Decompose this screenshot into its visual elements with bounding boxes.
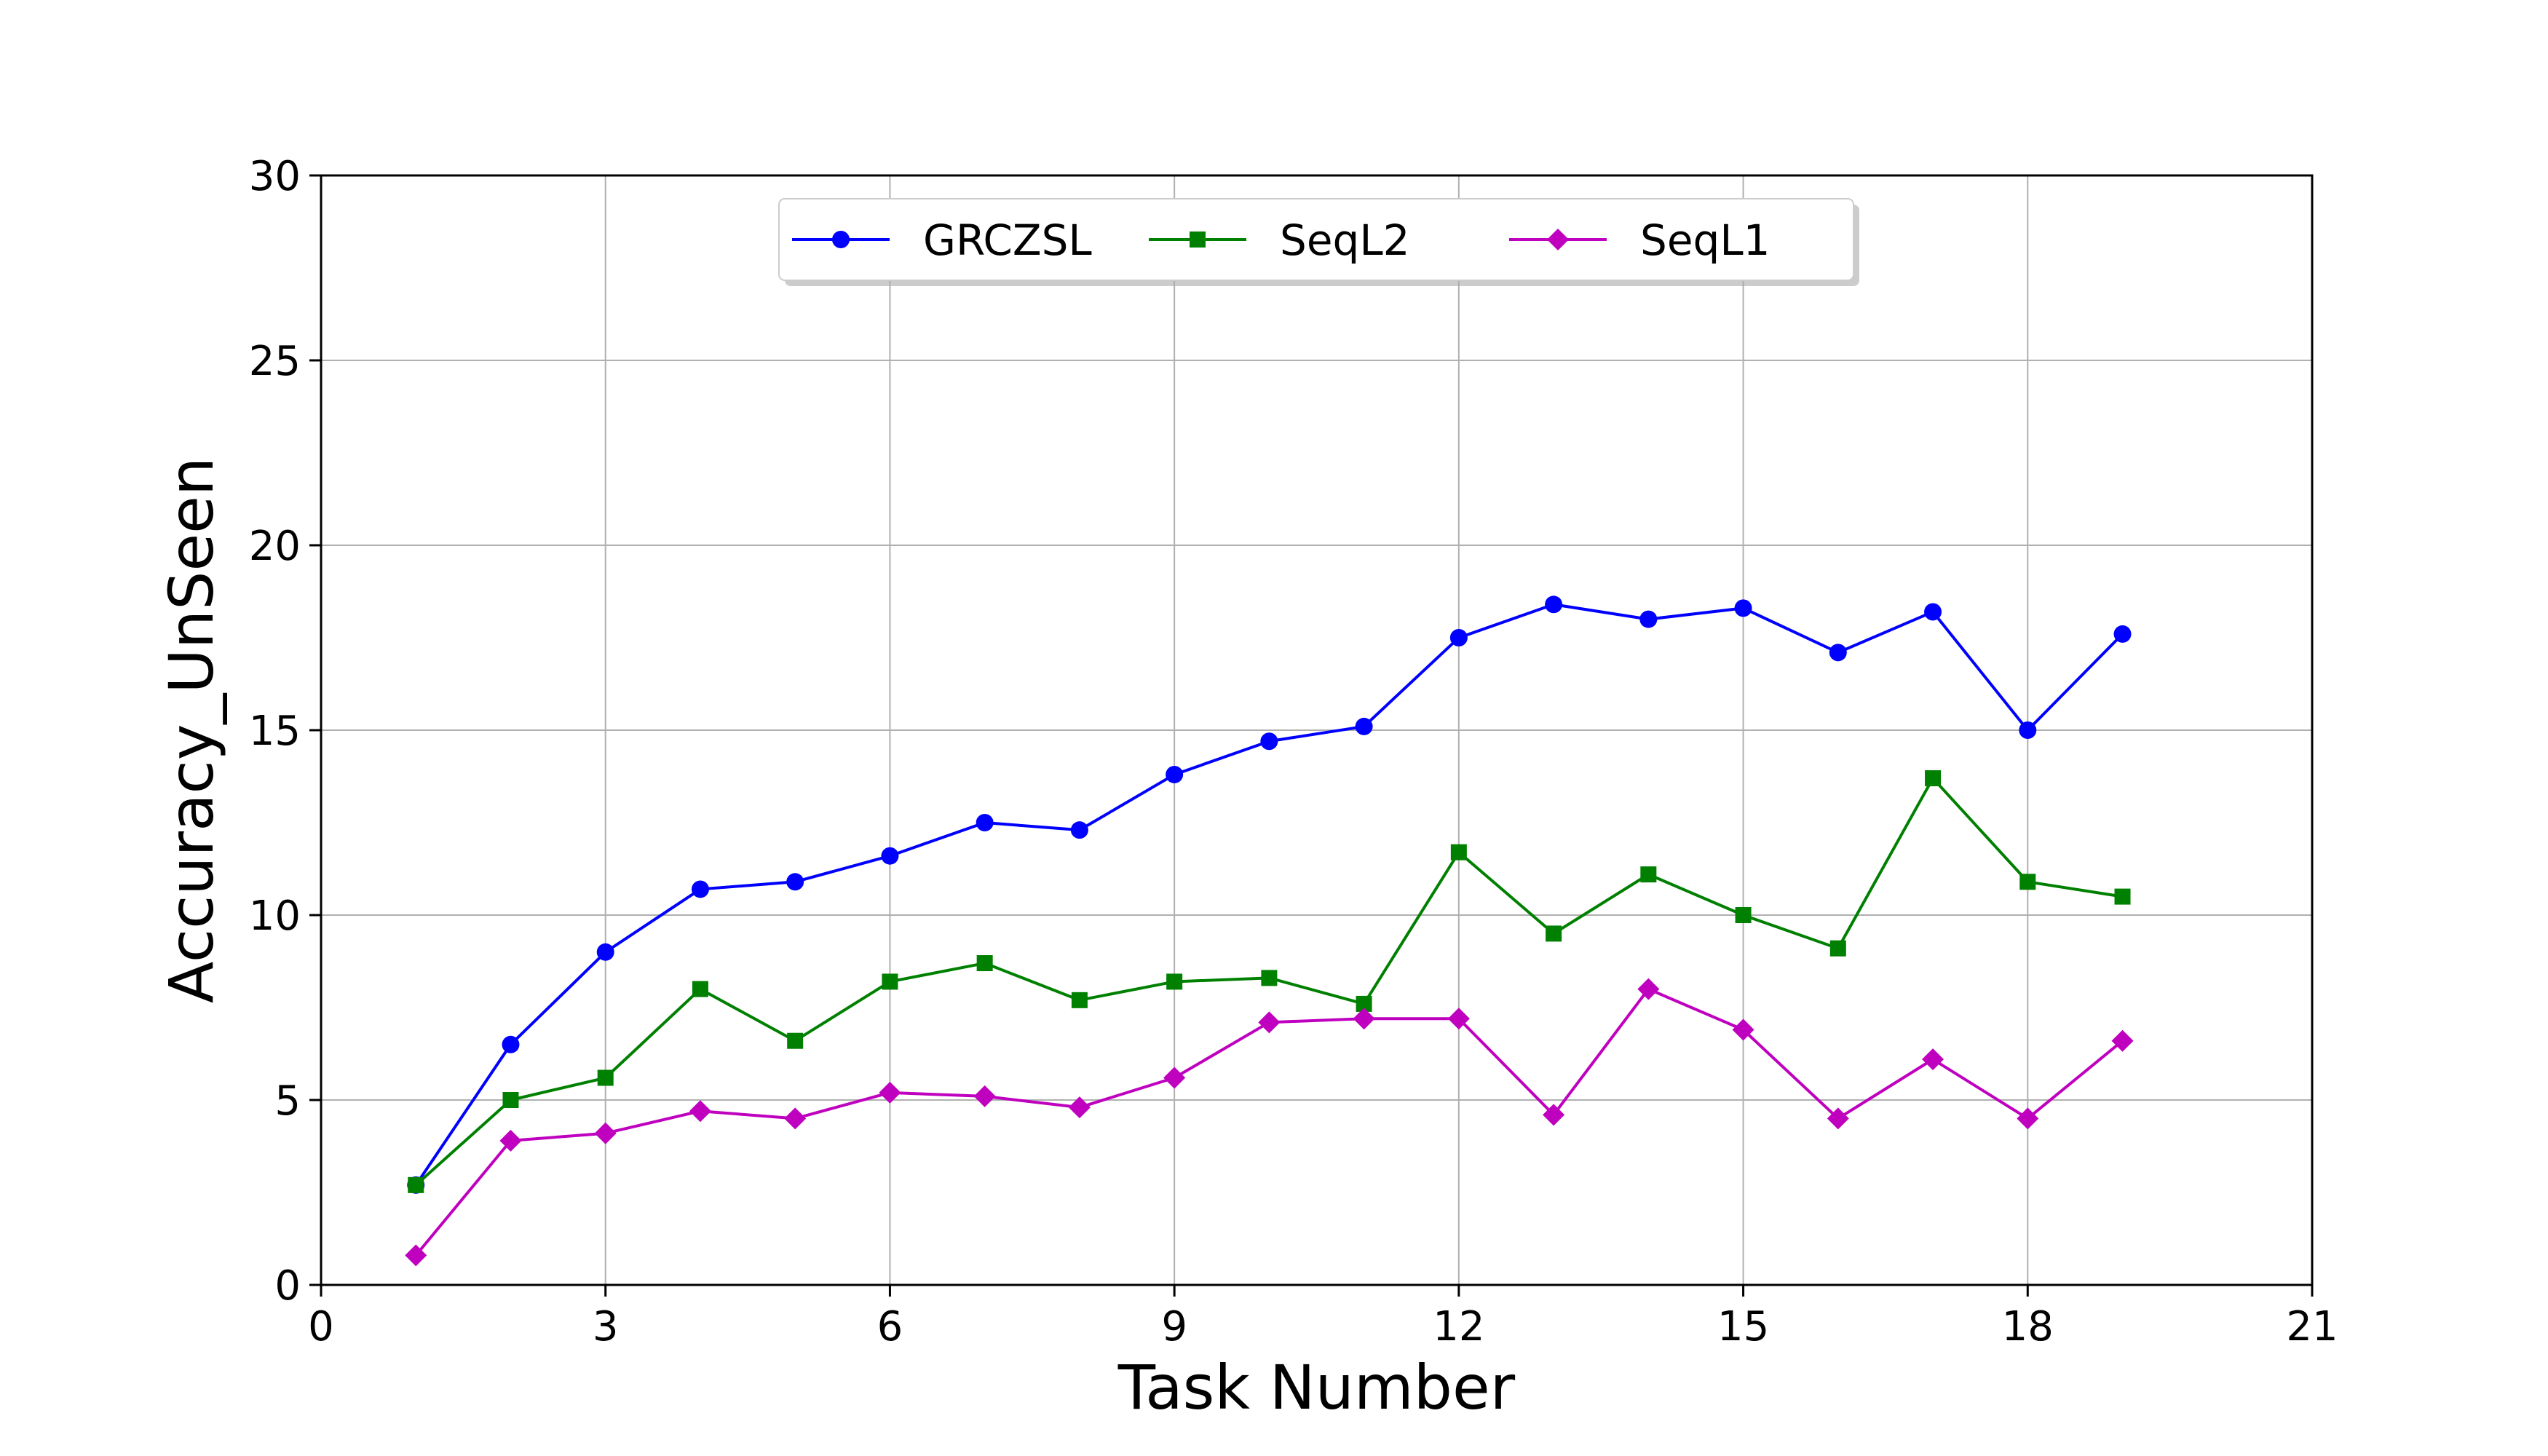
data-point-seql1 — [405, 1244, 427, 1267]
data-point-grczsl — [1924, 603, 1942, 621]
legend-swatch-marker — [1547, 229, 1569, 250]
data-point-grczsl — [1829, 644, 1847, 662]
data-point-grczsl — [1260, 732, 1278, 751]
data-point-seql1 — [2017, 1107, 2039, 1130]
legend-label: SeqL2 — [1280, 215, 1410, 265]
data-point-seql1 — [2111, 1029, 2134, 1052]
data-point-grczsl — [2113, 625, 2132, 643]
data-point-seql1 — [1068, 1096, 1091, 1119]
data-point-seql2 — [597, 1069, 614, 1086]
data-point-grczsl — [691, 880, 709, 898]
x-tick-label: 15 — [1717, 1303, 1769, 1350]
data-point-seql2 — [2019, 874, 2036, 890]
legend-swatch-marker — [1190, 232, 1206, 248]
data-point-seql2 — [502, 1092, 519, 1108]
data-point-seql1 — [499, 1129, 522, 1152]
data-point-seql1 — [973, 1085, 996, 1107]
y-tick-label: 25 — [249, 338, 301, 385]
data-point-seql1 — [1922, 1048, 1944, 1071]
series-seql2 — [408, 770, 2131, 1193]
data-point-grczsl — [1734, 599, 1752, 617]
data-point-seql1 — [689, 1100, 711, 1123]
x-tick-label: 9 — [1161, 1303, 1187, 1350]
data-point-seql2 — [408, 1176, 424, 1193]
data-point-seql1 — [1543, 1104, 1565, 1126]
data-point-seql2 — [882, 973, 898, 990]
data-point-grczsl — [1639, 610, 1658, 628]
x-axis-title: Task Number — [1117, 1352, 1516, 1423]
data-point-seql2 — [1925, 770, 1942, 787]
data-point-seql1 — [1447, 1008, 1470, 1030]
data-point-grczsl — [1355, 717, 1373, 735]
axis-ticks: 0 3 6 9 12 15 18 21 0 5 10 15 20 25 30 — [249, 153, 2338, 1350]
x-tick-label: 21 — [2286, 1303, 2338, 1350]
data-point-grczsl — [976, 814, 994, 831]
plot-series — [405, 596, 2134, 1267]
data-point-seql1 — [1827, 1107, 1849, 1130]
data-point-grczsl — [2019, 721, 2037, 739]
data-point-seql2 — [1261, 970, 1278, 986]
grid-lines — [320, 175, 2313, 1286]
series-grczsl — [407, 596, 2132, 1194]
legend-item-seql1: SeqL1 — [1509, 215, 1770, 265]
legend-item-grczsl: GRCZSL — [792, 215, 1092, 265]
data-point-seql2 — [1356, 995, 1372, 1012]
y-axis-title: Accuracy_UnSeen — [156, 457, 227, 1003]
data-point-grczsl — [502, 1035, 520, 1053]
data-point-seql2 — [1071, 992, 1088, 1008]
data-point-seql2 — [976, 955, 993, 972]
data-point-seql2 — [2114, 888, 2131, 905]
legend: GRCZSL SeqL2 SeqL1 — [778, 198, 1859, 286]
data-point-grczsl — [1166, 765, 1184, 783]
data-point-seql2 — [1829, 940, 1846, 957]
data-point-seql2 — [1640, 866, 1657, 883]
y-tick-label: 20 — [249, 523, 301, 570]
data-point-seql2 — [692, 981, 708, 997]
data-point-grczsl — [1545, 596, 1563, 614]
data-point-grczsl — [1449, 629, 1468, 646]
data-point-seql1 — [1637, 978, 1660, 1000]
y-tick-label: 30 — [249, 153, 301, 200]
data-point-seql2 — [1450, 844, 1467, 860]
data-point-grczsl — [1070, 821, 1088, 839]
x-tick-label: 6 — [877, 1303, 903, 1350]
y-tick-label: 5 — [274, 1077, 301, 1125]
data-point-grczsl — [881, 847, 899, 865]
legend-item-seql2: SeqL2 — [1149, 215, 1410, 265]
y-tick-label: 15 — [249, 708, 301, 755]
y-tick-label: 0 — [274, 1262, 301, 1310]
data-point-seql2 — [787, 1032, 804, 1049]
data-point-grczsl — [596, 943, 614, 961]
legend-label: SeqL1 — [1640, 215, 1770, 265]
x-tick-label: 3 — [593, 1303, 619, 1350]
data-point-seql2 — [1166, 973, 1183, 990]
x-tick-label: 12 — [1433, 1303, 1484, 1350]
legend-label: GRCZSL — [923, 215, 1092, 265]
data-point-seql1 — [1732, 1018, 1754, 1041]
y-tick-label: 10 — [249, 893, 301, 940]
data-point-grczsl — [786, 873, 804, 891]
data-point-seql1 — [784, 1107, 807, 1130]
legend-swatch-marker — [832, 231, 850, 248]
data-point-seql2 — [1735, 907, 1752, 923]
series-seql1 — [405, 978, 2134, 1267]
data-point-seql1 — [1353, 1008, 1375, 1030]
legend-box — [778, 198, 1854, 281]
data-point-seql2 — [1546, 925, 1562, 942]
data-point-seql1 — [879, 1081, 901, 1104]
data-point-seql1 — [1258, 1011, 1281, 1034]
x-tick-label: 0 — [308, 1303, 334, 1350]
data-point-seql1 — [1163, 1067, 1186, 1089]
data-point-seql1 — [594, 1122, 617, 1144]
x-tick-label: 18 — [2002, 1303, 2054, 1350]
